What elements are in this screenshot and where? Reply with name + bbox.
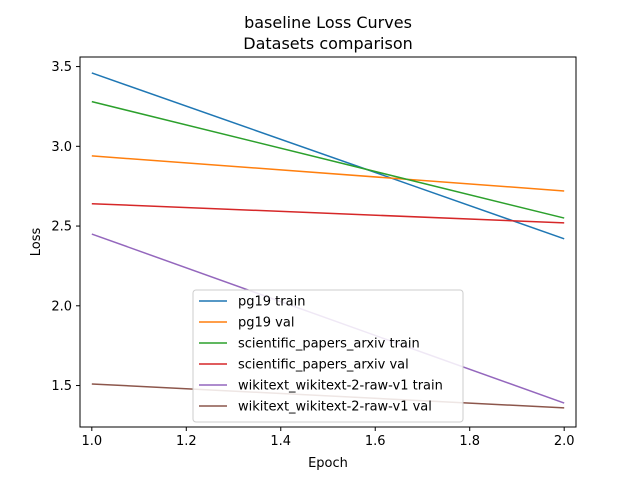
legend-label-3: scientific_papers_arxiv train: [238, 337, 420, 352]
series-line-3: [91, 100, 565, 219]
legend-label-5: wikitext_wikitext-2-raw-v1 train: [238, 379, 443, 394]
x-axis-ticks: 1.0 1.2 1.4 1.6 1.8 2.0: [81, 427, 575, 449]
legend-label-6: wikitext_wikitext-2-raw-v1 val: [238, 400, 432, 415]
plot-frame: [79, 56, 577, 428]
chart-subtitle: Datasets comparison: [243, 34, 413, 53]
series-line-4: [91, 202, 565, 224]
x-tick-label: 1.8: [459, 434, 480, 449]
x-tick-label: 1.6: [365, 434, 386, 449]
legend-box: [192, 289, 464, 423]
y-axis-ticks: 1.5 2.0 2.5 3.0 3.5: [51, 60, 80, 394]
legend: pg19 train pg19 val scientific_papers_arxi…: [192, 289, 464, 423]
x-axis-label: Epoch: [308, 456, 348, 471]
series-line-2: [91, 155, 565, 192]
x-tick-label: 1.4: [270, 434, 291, 449]
x-tick-label: 2.0: [554, 434, 575, 449]
y-tick-label: 3.5: [51, 60, 72, 75]
legend-label-2: pg19 val: [238, 316, 294, 331]
y-tick-label: 2.5: [51, 220, 72, 235]
series-line-1: [91, 72, 565, 240]
y-tick-label: 1.5: [51, 379, 72, 394]
y-axis-label: Loss: [29, 228, 44, 257]
y-tick-label: 3.0: [51, 140, 72, 155]
legend-label-4: scientific_papers_arxiv val: [238, 358, 409, 373]
legend-label-1: pg19 train: [238, 295, 305, 310]
x-tick-label: 1.2: [176, 434, 197, 449]
chart-title: baseline Loss Curves: [244, 13, 412, 32]
x-tick-label: 1.0: [81, 434, 102, 449]
y-tick-label: 2.0: [51, 299, 72, 314]
